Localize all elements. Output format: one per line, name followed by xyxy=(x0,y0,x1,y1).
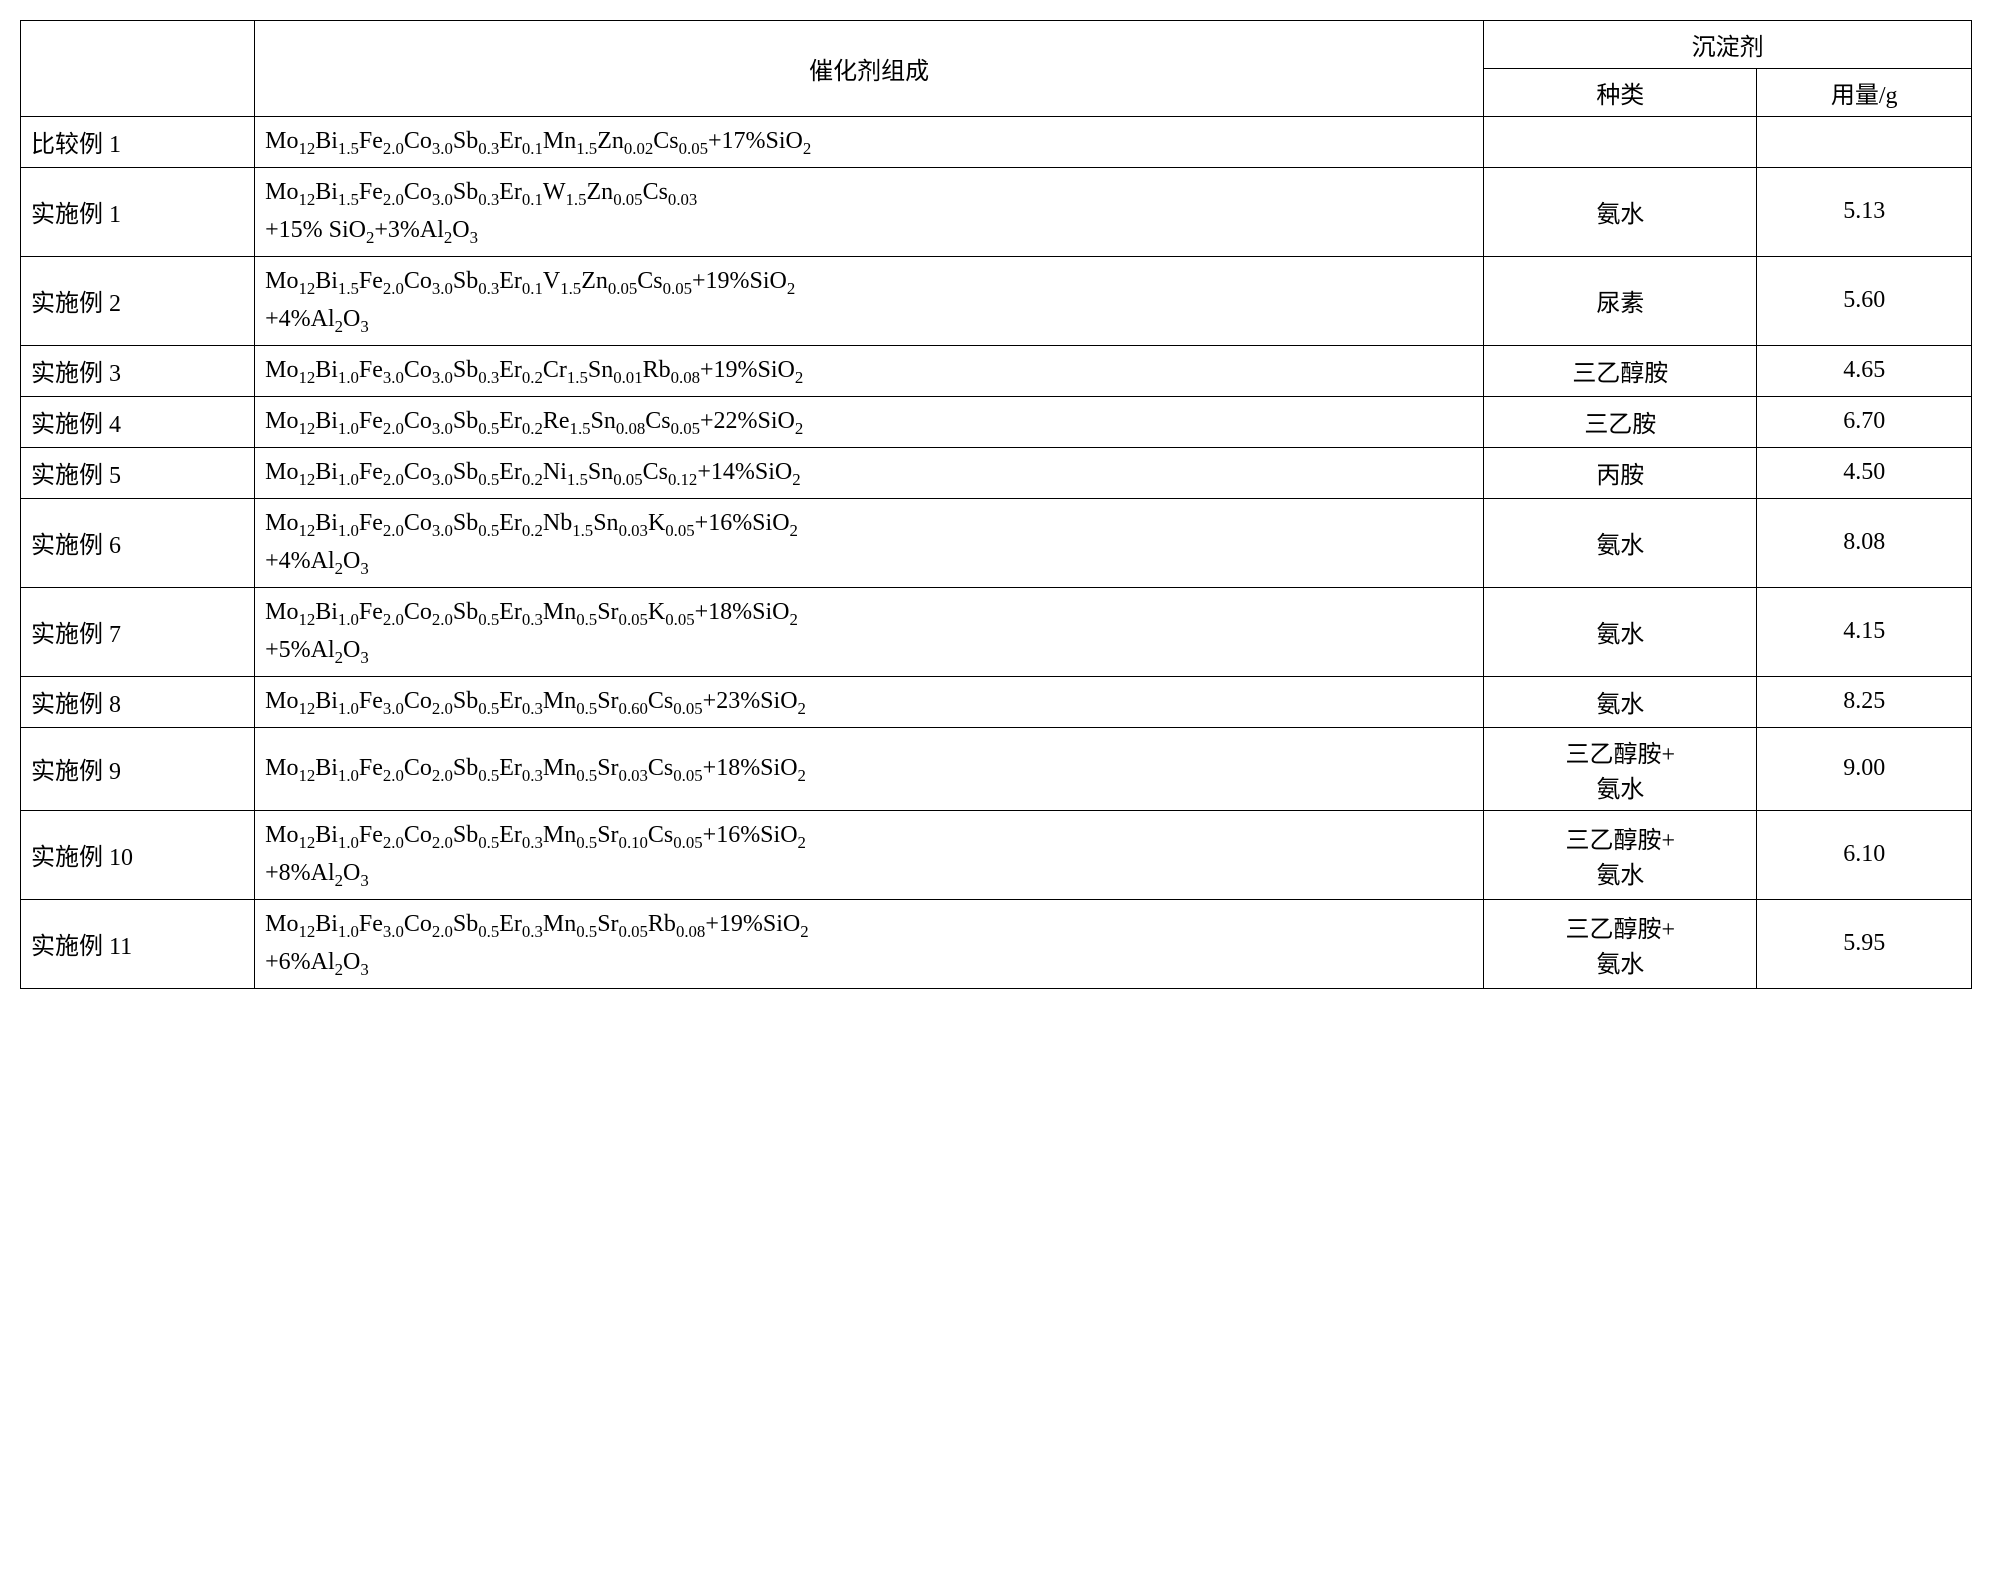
row-composition: Mo12Bi1.0Fe2.0Co2.0Sb0.5Er0.3Mn0.5Sr0.10… xyxy=(255,810,1484,899)
table-row: 实施例 4Mo12Bi1.0Fe2.0Co3.0Sb0.5Er0.2Re1.5S… xyxy=(21,396,1972,447)
header-row-1: 催化剂组成 沉淀剂 xyxy=(21,21,1972,69)
row-composition: Mo12Bi1.0Fe2.0Co3.0Sb0.5Er0.2Re1.5Sn0.08… xyxy=(255,396,1484,447)
row-precip-type: 尿素 xyxy=(1484,256,1757,345)
row-label: 实施例 3 xyxy=(21,345,255,396)
row-precip-amount: 5.13 xyxy=(1757,167,1972,256)
row-precip-type: 三乙醇胺+氨水 xyxy=(1484,727,1757,810)
row-label: 实施例 2 xyxy=(21,256,255,345)
header-precip-amount: 用量/g xyxy=(1757,69,1972,117)
row-label: 比较例 1 xyxy=(21,117,255,168)
header-precip-type: 种类 xyxy=(1484,69,1757,117)
row-precip-type: 氨水 xyxy=(1484,676,1757,727)
table-row: 实施例 3Mo12Bi1.0Fe3.0Co3.0Sb0.3Er0.2Cr1.5S… xyxy=(21,345,1972,396)
row-composition: Mo12Bi1.0Fe2.0Co3.0Sb0.5Er0.2Ni1.5Sn0.05… xyxy=(255,447,1484,498)
row-composition: Mo12Bi1.5Fe2.0Co3.0Sb0.3Er0.1W1.5Zn0.05C… xyxy=(255,167,1484,256)
header-blank xyxy=(21,21,255,117)
table-row: 实施例 1Mo12Bi1.5Fe2.0Co3.0Sb0.3Er0.1W1.5Zn… xyxy=(21,167,1972,256)
row-label: 实施例 8 xyxy=(21,676,255,727)
row-composition: Mo12Bi1.0Fe2.0Co2.0Sb0.5Er0.3Mn0.5Sr0.03… xyxy=(255,727,1484,810)
row-composition: Mo12Bi1.0Fe2.0Co2.0Sb0.5Er0.3Mn0.5Sr0.05… xyxy=(255,587,1484,676)
table-row: 实施例 6Mo12Bi1.0Fe2.0Co3.0Sb0.5Er0.2Nb1.5S… xyxy=(21,498,1972,587)
row-label: 实施例 11 xyxy=(21,899,255,988)
row-precip-amount: 6.10 xyxy=(1757,810,1972,899)
row-precip-type: 丙胺 xyxy=(1484,447,1757,498)
row-composition: Mo12Bi1.5Fe2.0Co3.0Sb0.3Er0.1Mn1.5Zn0.02… xyxy=(255,117,1484,168)
row-precip-amount: 4.50 xyxy=(1757,447,1972,498)
table-row: 实施例 11Mo12Bi1.0Fe3.0Co2.0Sb0.5Er0.3Mn0.5… xyxy=(21,899,1972,988)
row-precip-type: 三乙醇胺 xyxy=(1484,345,1757,396)
row-precip-type: 氨水 xyxy=(1484,498,1757,587)
row-label: 实施例 1 xyxy=(21,167,255,256)
row-precip-amount: 6.70 xyxy=(1757,396,1972,447)
catalyst-composition-table: 催化剂组成 沉淀剂 种类 用量/g 比较例 1Mo12Bi1.5Fe2.0Co3… xyxy=(20,20,1972,989)
row-composition: Mo12Bi1.0Fe3.0Co2.0Sb0.5Er0.3Mn0.5Sr0.60… xyxy=(255,676,1484,727)
row-label: 实施例 9 xyxy=(21,727,255,810)
row-precip-type xyxy=(1484,117,1757,168)
row-label: 实施例 6 xyxy=(21,498,255,587)
row-composition: Mo12Bi1.5Fe2.0Co3.0Sb0.3Er0.1V1.5Zn0.05C… xyxy=(255,256,1484,345)
table-row: 实施例 10Mo12Bi1.0Fe2.0Co2.0Sb0.5Er0.3Mn0.5… xyxy=(21,810,1972,899)
row-precip-amount: 9.00 xyxy=(1757,727,1972,810)
row-precip-amount: 5.95 xyxy=(1757,899,1972,988)
row-label: 实施例 10 xyxy=(21,810,255,899)
table-row: 实施例 5Mo12Bi1.0Fe2.0Co3.0Sb0.5Er0.2Ni1.5S… xyxy=(21,447,1972,498)
row-composition: Mo12Bi1.0Fe3.0Co2.0Sb0.5Er0.3Mn0.5Sr0.05… xyxy=(255,899,1484,988)
row-precip-amount: 4.65 xyxy=(1757,345,1972,396)
row-composition: Mo12Bi1.0Fe2.0Co3.0Sb0.5Er0.2Nb1.5Sn0.03… xyxy=(255,498,1484,587)
table-row: 实施例 8Mo12Bi1.0Fe3.0Co2.0Sb0.5Er0.3Mn0.5S… xyxy=(21,676,1972,727)
table-row: 实施例 2Mo12Bi1.5Fe2.0Co3.0Sb0.3Er0.1V1.5Zn… xyxy=(21,256,1972,345)
table-row: 实施例 7Mo12Bi1.0Fe2.0Co2.0Sb0.5Er0.3Mn0.5S… xyxy=(21,587,1972,676)
row-precip-amount: 4.15 xyxy=(1757,587,1972,676)
header-composition: 催化剂组成 xyxy=(255,21,1484,117)
row-precip-type: 三乙醇胺+氨水 xyxy=(1484,810,1757,899)
table-row: 实施例 9Mo12Bi1.0Fe2.0Co2.0Sb0.5Er0.3Mn0.5S… xyxy=(21,727,1972,810)
row-precip-amount: 8.25 xyxy=(1757,676,1972,727)
row-precip-type: 三乙胺 xyxy=(1484,396,1757,447)
table-row: 比较例 1Mo12Bi1.5Fe2.0Co3.0Sb0.3Er0.1Mn1.5Z… xyxy=(21,117,1972,168)
row-precip-amount xyxy=(1757,117,1972,168)
row-precip-amount: 8.08 xyxy=(1757,498,1972,587)
row-precip-type: 氨水 xyxy=(1484,167,1757,256)
row-precip-type: 三乙醇胺+氨水 xyxy=(1484,899,1757,988)
row-label: 实施例 4 xyxy=(21,396,255,447)
row-precip-type: 氨水 xyxy=(1484,587,1757,676)
row-label: 实施例 5 xyxy=(21,447,255,498)
row-label: 实施例 7 xyxy=(21,587,255,676)
header-precipitant-group: 沉淀剂 xyxy=(1484,21,1972,69)
row-composition: Mo12Bi1.0Fe3.0Co3.0Sb0.3Er0.2Cr1.5Sn0.01… xyxy=(255,345,1484,396)
row-precip-amount: 5.60 xyxy=(1757,256,1972,345)
